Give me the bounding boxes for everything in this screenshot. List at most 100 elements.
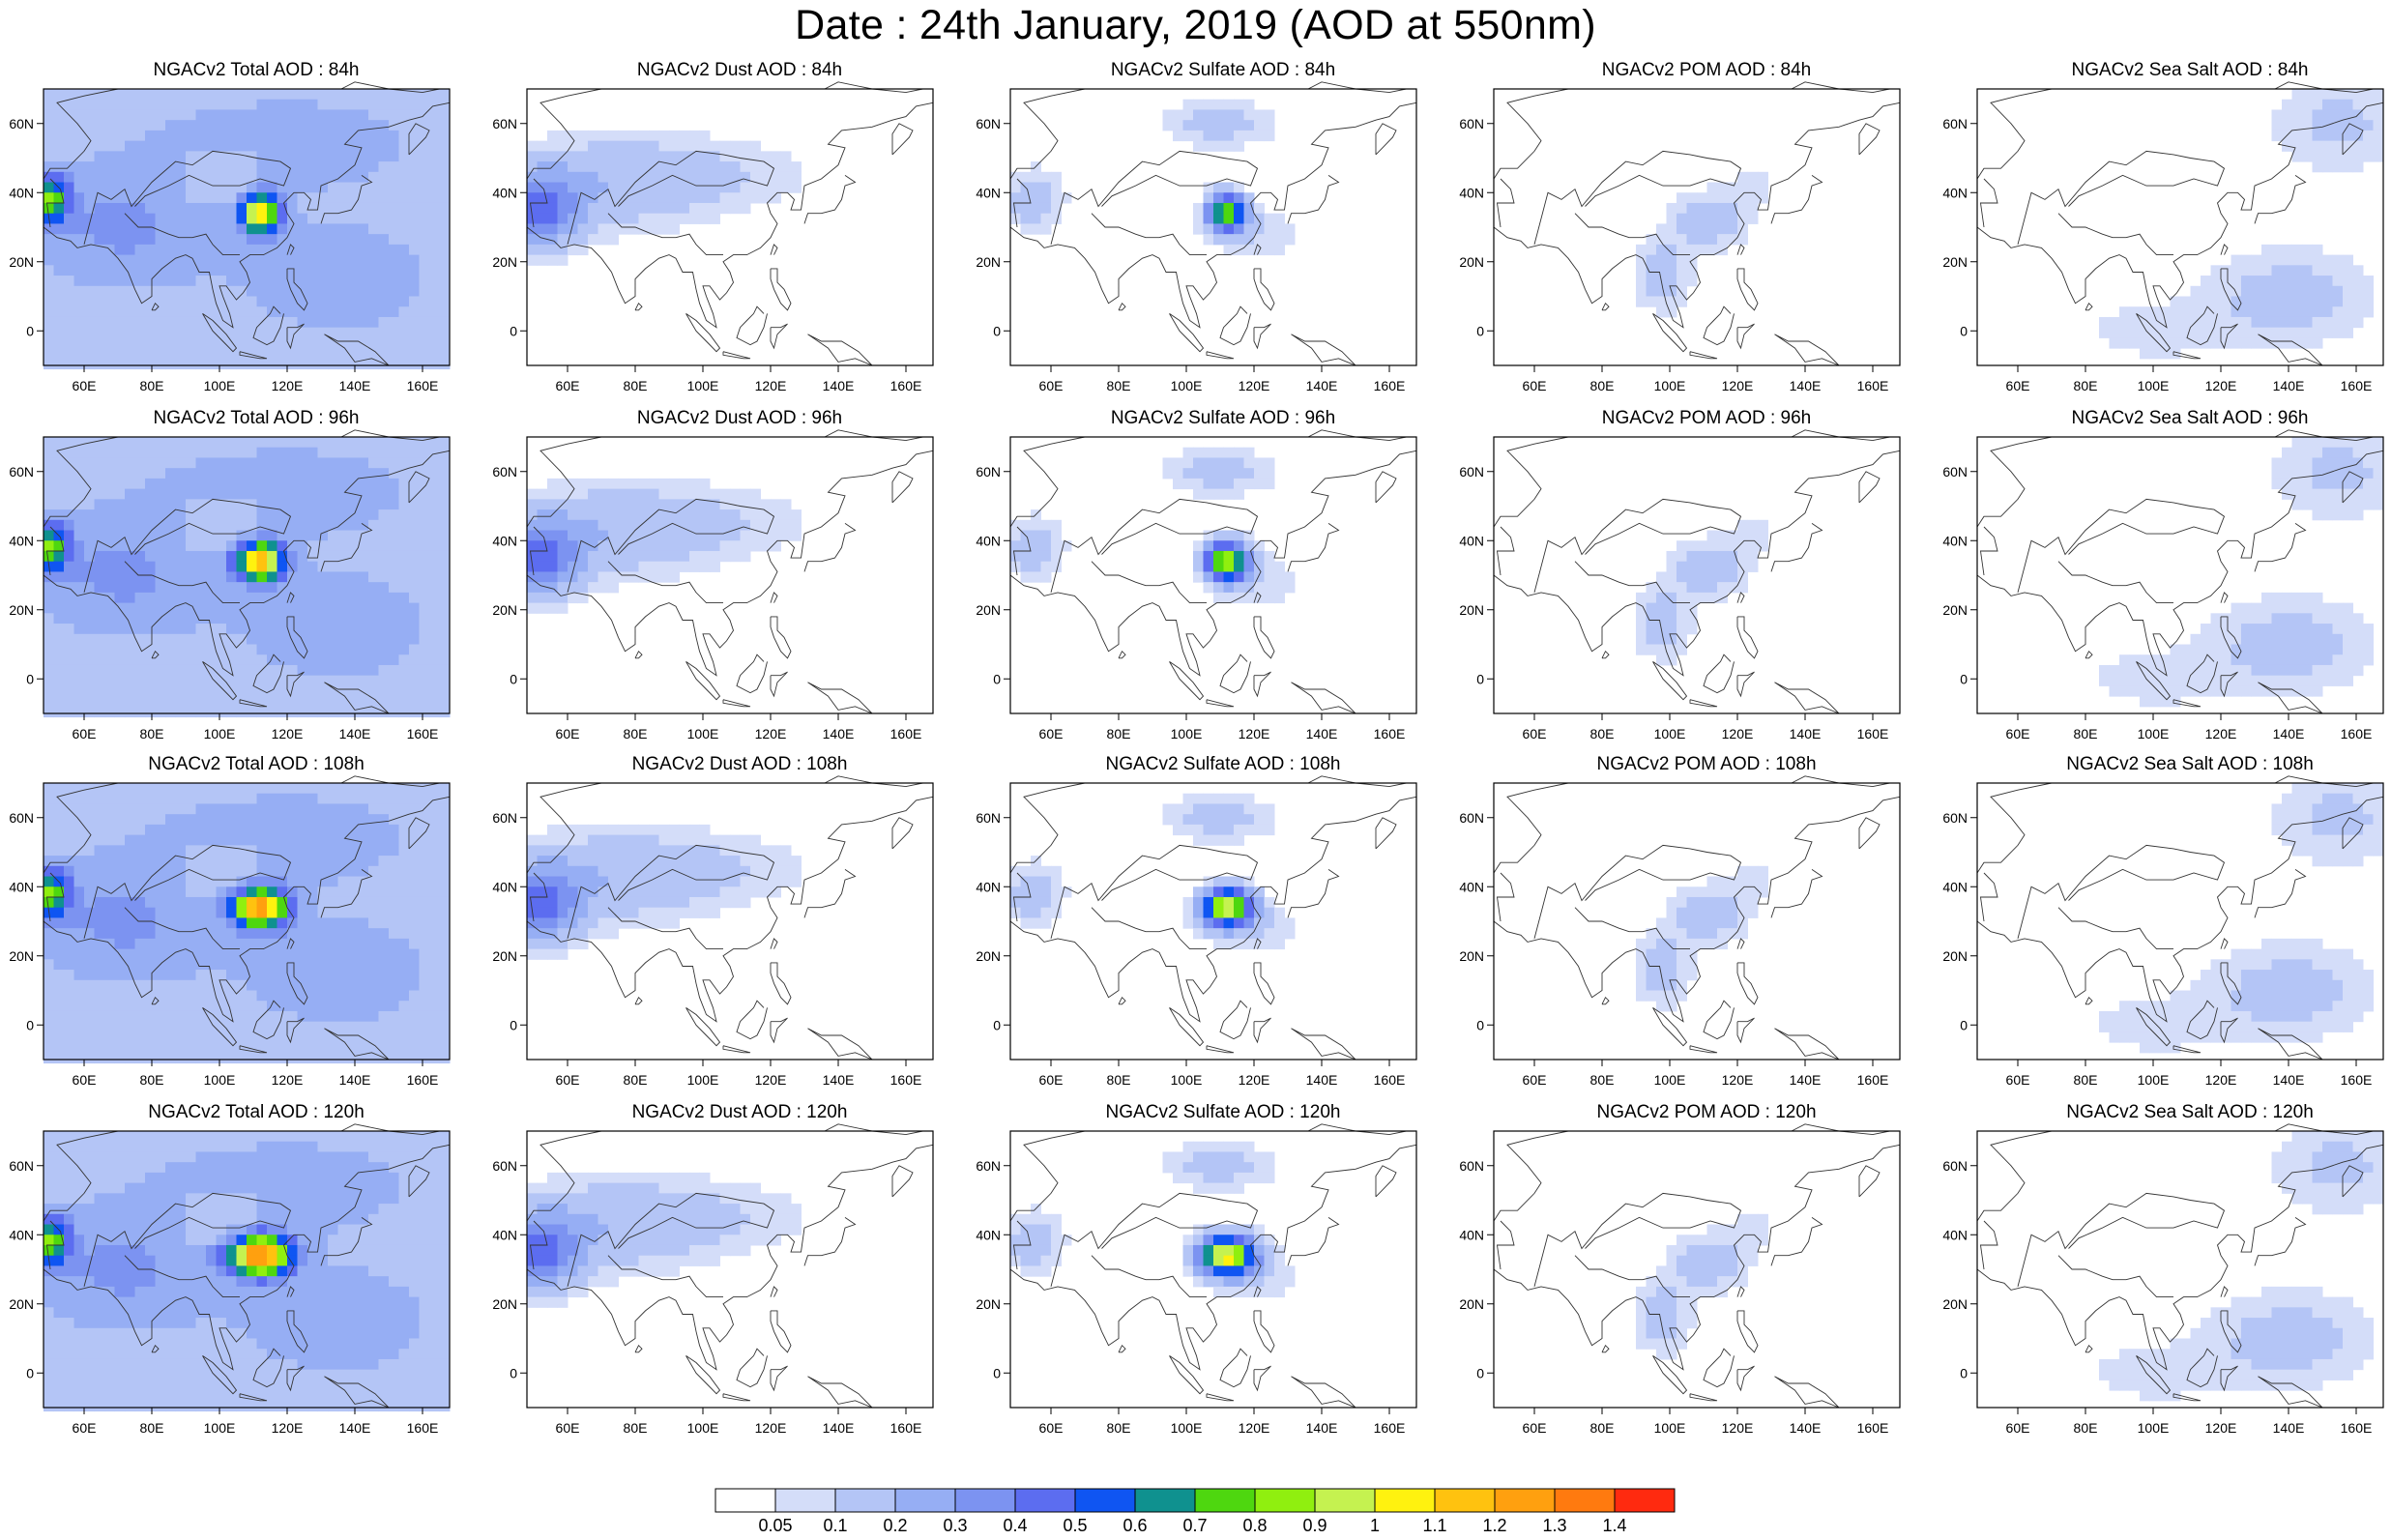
aod-cell [84, 613, 95, 624]
aod-cell [1213, 183, 1224, 193]
aod-cell [104, 685, 115, 696]
aod-cell [206, 214, 217, 224]
aod-cell [318, 917, 329, 928]
aod-cell [257, 509, 268, 520]
aod-cell [1636, 245, 1647, 255]
aod-cell [135, 448, 146, 458]
aod-cell [135, 624, 146, 634]
aod-cell [135, 348, 146, 359]
aod-cell [287, 783, 298, 794]
aod-cell [64, 520, 74, 531]
aod-cell [176, 970, 187, 980]
aod-cell [257, 645, 268, 655]
aod-cell [379, 328, 390, 338]
aod-cell [338, 359, 349, 369]
aod-cell [95, 172, 105, 183]
aod-cell [741, 499, 751, 509]
aod-cell [95, 520, 105, 531]
aod-cell [1728, 192, 1738, 203]
aod-cell [84, 665, 95, 676]
aod-cell [135, 835, 146, 846]
aod-cell [348, 234, 359, 245]
aod-cell [348, 939, 359, 949]
aod-cell [368, 499, 379, 509]
coastline [1254, 672, 1271, 696]
aod-cell [2374, 499, 2384, 509]
aod-cell [247, 172, 257, 183]
aod-cell [277, 991, 288, 1002]
aod-cell [689, 192, 700, 203]
aod-cell [368, 265, 379, 276]
aod-cell [186, 131, 196, 141]
aod-cell [145, 255, 156, 266]
aod-cell [125, 939, 135, 949]
aod-cell [368, 624, 379, 634]
aod-cell [2302, 437, 2313, 448]
aod-cell [217, 886, 227, 897]
aod-cell [44, 328, 54, 338]
aod-cell [298, 276, 308, 286]
aod-cell [2211, 286, 2222, 297]
aod-cell [598, 183, 609, 193]
aod-cell [104, 877, 115, 887]
aod-cell [206, 223, 217, 234]
aod-cell [429, 540, 440, 551]
aod-cell [125, 928, 135, 939]
aod-cell [115, 825, 126, 835]
aod-cell [338, 255, 349, 266]
lon-tick-label: 100E [687, 726, 719, 741]
aod-cell [348, 161, 359, 172]
aod-cell [379, 917, 390, 928]
aod-cell [2302, 654, 2313, 665]
aod-cell [54, 603, 65, 614]
aod-cell [287, 676, 298, 686]
aod-cell [307, 109, 318, 120]
aod-cell [145, 886, 156, 897]
aod-cell [338, 1042, 349, 1053]
aod-cell [399, 571, 410, 582]
aod-cell [196, 783, 207, 794]
aod-cell [420, 654, 430, 665]
aod-cell [741, 183, 751, 193]
aod-cell [237, 835, 248, 846]
aod-cell [588, 214, 598, 224]
lon-tick-label: 160E [407, 726, 439, 741]
aod-cell [64, 571, 74, 582]
aod-cell [1254, 571, 1265, 582]
aod-cell [2292, 437, 2303, 448]
aod-cell [1244, 571, 1255, 582]
aod-cell [649, 203, 659, 214]
aod-cell [389, 707, 399, 717]
aod-cell [1647, 286, 1657, 297]
aod-cell [348, 696, 359, 707]
aod-cell [176, 1011, 187, 1022]
aod-cell [125, 783, 135, 794]
aod-cell [54, 509, 65, 520]
lon-tick-label: 60E [556, 378, 580, 393]
aod-cell [176, 645, 187, 655]
aod-cell [639, 509, 650, 520]
aod-cell [165, 265, 176, 276]
aod-cell [135, 949, 146, 960]
aod-cell [368, 109, 379, 120]
aod-cell [307, 634, 318, 645]
aod-cell [267, 192, 277, 203]
aod-cell [348, 437, 359, 448]
aod-cell [399, 183, 410, 193]
lon-tick-label: 60E [2006, 726, 2030, 741]
aod-cell [237, 928, 248, 939]
aod-cell [389, 685, 399, 696]
aod-cell [2282, 337, 2292, 348]
aod-cell [1234, 540, 1244, 551]
aod-cell [1041, 562, 1052, 572]
aod-cell [1254, 223, 1265, 234]
aod-cell [186, 783, 196, 794]
aod-cell [84, 1042, 95, 1053]
aod-cell [2282, 255, 2292, 266]
aod-cell [115, 593, 126, 603]
aod-cell [328, 613, 338, 624]
lon-tick-label: 80E [1107, 726, 1131, 741]
aod-cell [1051, 531, 1062, 541]
aod-cell [2313, 297, 2323, 307]
aod-cell [720, 540, 731, 551]
